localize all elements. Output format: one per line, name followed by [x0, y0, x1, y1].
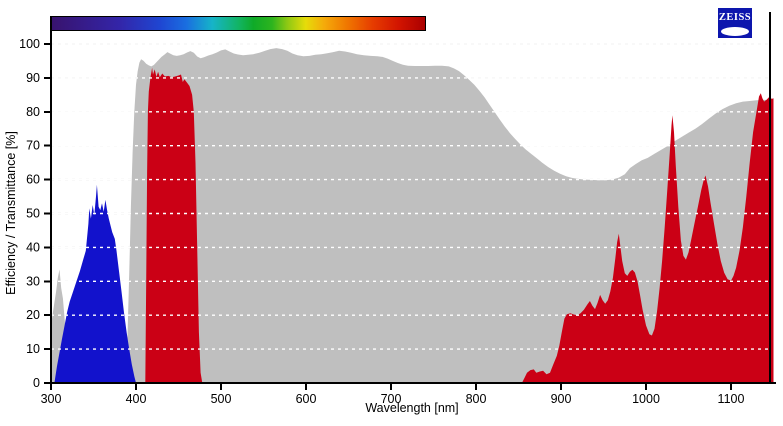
x-axis-title: Wavelength [nm]: [365, 401, 459, 415]
visible-spectrum-color-bar: [51, 16, 426, 31]
y-tick-label-40: 40: [26, 240, 40, 254]
x-tick-label-500: 500: [211, 392, 232, 406]
y-tick-label-50: 50: [26, 207, 40, 221]
x-tick-label-800: 800: [466, 392, 487, 406]
y-tick-label-30: 30: [26, 274, 40, 288]
y-tick-label-10: 10: [26, 342, 40, 356]
x-tick-label-900: 900: [551, 392, 572, 406]
gridlines-over: [51, 43, 770, 350]
series-visible-efficiency-red: [145, 67, 203, 383]
y-tick-label-100: 100: [19, 37, 40, 51]
y-axis-title: Efficiency / Transmittance [%]: [4, 131, 18, 295]
zeiss-logo: ZEISS: [718, 8, 752, 38]
y-tick-label-90: 90: [26, 71, 40, 85]
x-tick-label-300: 300: [41, 392, 62, 406]
y-tick-label-20: 20: [26, 308, 40, 322]
series-fills: [51, 48, 774, 383]
axes: 0 10 20 30 40 50 60 70 80 90 100 300 400 500 600 700 800…: [19, 12, 776, 406]
x-tick-label-1000: 1000: [632, 392, 660, 406]
y-tick-label-60: 60: [26, 173, 40, 187]
series-transmittance-gray: [51, 48, 774, 383]
y-tick-label-0: 0: [33, 376, 40, 390]
zeiss-logo-lens-arc: [721, 27, 749, 36]
y-tick-label-80: 80: [26, 105, 40, 119]
x-tick-label-600: 600: [296, 392, 317, 406]
x-tick-label-700: 700: [381, 392, 402, 406]
x-tick-label-1100: 1100: [718, 392, 745, 406]
series-nir-efficiency-red: [521, 93, 774, 383]
zeiss-logo-text: ZEISS: [718, 12, 752, 23]
x-tick-label-400: 400: [126, 392, 147, 406]
series-uv-efficiency-blue: [54, 184, 136, 383]
y-tick-label-70: 70: [26, 139, 40, 153]
